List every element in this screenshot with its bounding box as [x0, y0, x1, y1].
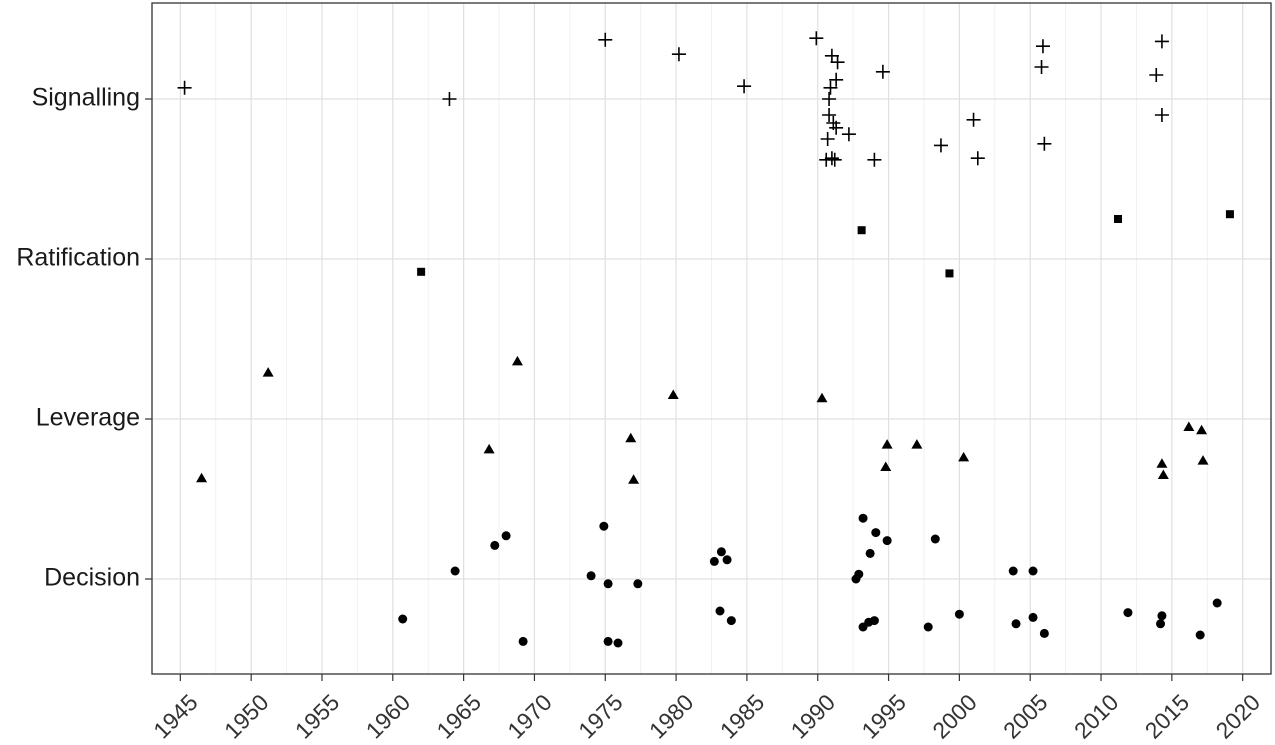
- data-point-decision: [1028, 612, 1038, 622]
- data-point-leverage: [511, 355, 523, 366]
- data-point-decision: [954, 609, 964, 619]
- data-point-decision: [715, 606, 725, 616]
- panel-border: [151, 2, 1272, 675]
- data-point-leverage: [1157, 469, 1169, 479]
- data-point-decision: [865, 548, 875, 558]
- data-point-decision: [871, 528, 881, 538]
- data-point-signalling: [1037, 136, 1052, 151]
- data-point-decision: [858, 513, 868, 523]
- data-point-decision: [603, 579, 613, 589]
- data-point-decision: [398, 614, 408, 624]
- data-point-ratification: [857, 226, 866, 235]
- data-point-decision: [518, 636, 528, 646]
- data-point-decision: [722, 555, 732, 565]
- data-point-signalling: [823, 80, 838, 95]
- data-point-signalling: [827, 152, 842, 167]
- data-point-decision: [1039, 628, 1049, 638]
- data-point-leverage: [881, 439, 893, 449]
- data-point-signalling: [841, 127, 856, 142]
- data-point-ratification: [945, 269, 954, 278]
- data-point-signalling: [1154, 34, 1169, 49]
- data-point-signalling: [824, 151, 839, 166]
- data-point-leverage: [262, 367, 274, 377]
- data-point-decision: [1156, 619, 1166, 629]
- data-point-signalling: [966, 112, 981, 127]
- data-point-decision: [1123, 608, 1133, 618]
- data-points: [177, 31, 1234, 648]
- data-point-signalling: [1034, 60, 1049, 74]
- data-point-decision: [923, 622, 933, 632]
- data-point-leverage: [1156, 458, 1168, 468]
- data-point-signalling: [875, 64, 890, 79]
- data-point-leverage: [628, 474, 640, 484]
- data-point-signalling: [1154, 108, 1169, 122]
- data-point-leverage: [667, 389, 679, 399]
- y-tick-label-leverage: Leverage: [36, 404, 140, 432]
- data-point-decision: [603, 636, 613, 646]
- data-point-ratification: [1114, 215, 1123, 223]
- grid-lines: [152, 3, 1271, 674]
- data-point-leverage: [1196, 424, 1208, 435]
- data-point-signalling: [442, 92, 457, 106]
- data-point-decision: [882, 536, 892, 546]
- data-point-decision: [854, 569, 864, 579]
- data-point-leverage: [911, 439, 923, 449]
- data-point-leverage: [196, 472, 208, 483]
- data-point-decision: [599, 521, 609, 531]
- data-point-decision: [586, 571, 596, 581]
- data-point-decision: [501, 531, 511, 541]
- data-point-decision: [869, 616, 879, 626]
- data-point-decision: [633, 579, 643, 589]
- data-point-leverage: [1197, 455, 1209, 465]
- data-point-decision: [1195, 630, 1205, 640]
- data-point-signalling: [822, 92, 837, 106]
- data-point-leverage: [1183, 421, 1195, 431]
- data-point-leverage: [880, 461, 892, 471]
- data-point-signalling: [1149, 68, 1164, 82]
- data-point-decision: [1011, 619, 1021, 629]
- data-point-decision: [709, 556, 719, 566]
- data-point-decision: [490, 540, 500, 550]
- data-point-signalling: [177, 80, 192, 95]
- data-point-signalling: [970, 151, 985, 166]
- data-point-signalling: [867, 152, 882, 167]
- data-point-signalling: [1035, 39, 1050, 54]
- data-point-decision: [1008, 566, 1018, 576]
- data-point-leverage: [816, 392, 828, 403]
- data-point-signalling: [829, 72, 844, 87]
- data-point-decision: [613, 638, 623, 648]
- data-point-signalling: [829, 120, 844, 135]
- data-point-signalling: [824, 48, 839, 63]
- data-point-leverage: [625, 432, 637, 443]
- data-point-decision: [716, 547, 726, 557]
- data-point-decision: [1157, 611, 1167, 621]
- y-tick-label-signalling: Signalling: [32, 84, 140, 112]
- data-point-decision: [1028, 566, 1038, 576]
- data-point-signalling: [809, 31, 824, 46]
- data-point-signalling: [598, 32, 613, 47]
- y-tick-label-decision: Decision: [44, 564, 140, 592]
- data-point-signalling: [737, 79, 752, 94]
- y-axis: Decision Leverage Ratification Signalling: [16, 84, 152, 592]
- data-point-decision: [1212, 598, 1222, 608]
- y-tick-label-ratification: Ratification: [16, 244, 140, 272]
- data-point-decision: [930, 534, 940, 544]
- data-point-signalling: [933, 138, 948, 153]
- data-point-decision: [450, 566, 460, 576]
- data-point-signalling: [671, 47, 686, 62]
- data-point-signalling: [830, 55, 845, 70]
- data-point-signalling: [820, 132, 835, 146]
- data-point-leverage: [958, 451, 970, 462]
- data-point-ratification: [1225, 210, 1234, 219]
- data-point-decision: [726, 616, 736, 626]
- data-point-ratification: [417, 267, 426, 276]
- data-point-signalling: [822, 108, 837, 122]
- data-point-leverage: [483, 443, 495, 454]
